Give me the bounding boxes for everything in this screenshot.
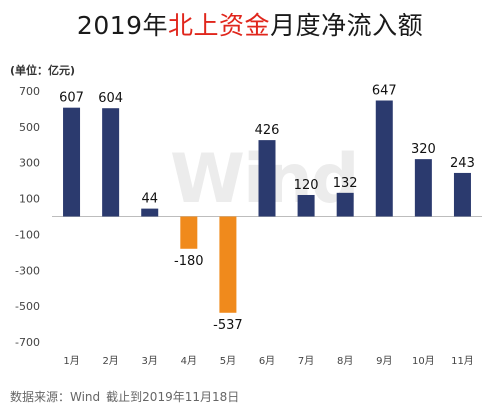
bar-11 xyxy=(453,172,471,217)
value-label: -180 xyxy=(174,254,204,269)
value-label: 607 xyxy=(59,91,84,106)
x-tick-label: 2月 xyxy=(102,355,118,367)
title-prefix: 2019年 xyxy=(76,11,169,40)
bar-8 xyxy=(336,192,354,217)
x-tick-label: 10月 xyxy=(412,355,435,367)
value-label: 604 xyxy=(98,91,123,106)
x-tick-label: 11月 xyxy=(451,355,474,367)
source-note: 数据来源：Wind 截止到2019年11月18日 xyxy=(10,388,239,405)
chart-title: 2019年北上资金月度净流入额 xyxy=(0,6,500,42)
y-tick-label: -700 xyxy=(15,336,40,349)
x-tick-label: 1月 xyxy=(63,355,79,367)
y-tick-label: -100 xyxy=(15,228,40,241)
unit-label: (单位：亿元) xyxy=(10,64,76,77)
value-label: 243 xyxy=(450,156,475,171)
x-tick-label: 8月 xyxy=(337,355,353,367)
bar-5 xyxy=(219,216,237,313)
title-suffix: 月度净流入额 xyxy=(270,11,424,40)
source-text: 数据来源：Wind xyxy=(10,390,101,404)
y-tick-label: 700 xyxy=(19,85,40,98)
y-tick-label: -300 xyxy=(15,264,40,277)
x-tick-label: 4月 xyxy=(181,355,197,367)
y-tick-label: -500 xyxy=(15,300,40,313)
y-tick-label: 100 xyxy=(19,193,40,206)
value-label: 44 xyxy=(141,192,158,207)
bar-2 xyxy=(102,108,120,217)
bar-9 xyxy=(375,100,393,217)
value-label: 120 xyxy=(294,178,319,193)
bar-7 xyxy=(297,194,315,217)
bar-1 xyxy=(63,107,81,217)
bar-layer xyxy=(63,100,471,313)
y-tick-label: 500 xyxy=(19,121,40,134)
value-label: 426 xyxy=(255,123,280,138)
bar-4 xyxy=(180,216,198,249)
y-tick-label: 300 xyxy=(19,157,40,170)
value-label: 320 xyxy=(411,142,436,157)
label-layer: 607 604 44 -180 -537 426 120 132 647 320 243 xyxy=(59,84,475,333)
x-tick-label: 9月 xyxy=(376,355,392,367)
bar-3 xyxy=(141,208,159,217)
x-tick-label: 6月 xyxy=(259,355,275,367)
x-tick-label: 5月 xyxy=(220,355,236,367)
bar-6 xyxy=(258,140,276,217)
bar-10 xyxy=(414,159,432,217)
x-tick-label: 3月 xyxy=(142,355,158,367)
axis-layer: 700 500 300 100 -100 -300 -500 -700 1月 2月 3月 4月 5月 6月… xyxy=(15,85,482,367)
value-label: 132 xyxy=(333,176,358,191)
source-date: 截止到2019年11月18日 xyxy=(106,390,240,404)
value-label: -537 xyxy=(213,318,243,333)
title-highlight: 北上资金 xyxy=(168,11,271,40)
x-tick-label: 7月 xyxy=(298,355,314,367)
value-label: 647 xyxy=(372,84,397,99)
